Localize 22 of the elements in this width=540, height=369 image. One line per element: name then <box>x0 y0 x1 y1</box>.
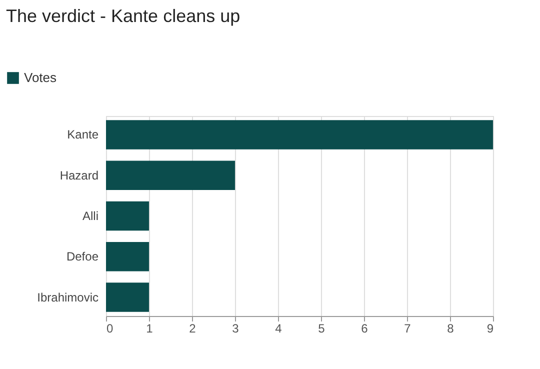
x-tick-label: 0 <box>106 322 114 336</box>
y-tick-label: Hazard <box>60 168 98 182</box>
x-tick-label: 3 <box>232 322 240 336</box>
x-tick-label: 6 <box>361 322 368 336</box>
bar <box>106 282 149 312</box>
x-tick-label: 8 <box>447 322 454 336</box>
x-tick-label: 1 <box>146 322 154 336</box>
y-tick-label: Ibrahimovic <box>37 290 98 304</box>
bar <box>106 120 493 150</box>
y-tick-label: Alli <box>82 209 98 223</box>
bar <box>106 242 149 272</box>
legend-label: Votes <box>24 70 58 85</box>
bar <box>106 160 235 190</box>
chart-title: The verdict - Kante cleans up <box>6 6 240 26</box>
y-tick-label: Defoe <box>66 250 99 264</box>
x-tick-label: 2 <box>189 322 196 336</box>
x-tick-label: 4 <box>275 322 282 336</box>
x-tick-label: 7 <box>404 322 412 336</box>
bar <box>106 201 149 231</box>
x-tick-label: 5 <box>318 322 326 336</box>
x-tick-label: 9 <box>486 322 494 336</box>
y-tick-label: Kante <box>67 128 99 142</box>
